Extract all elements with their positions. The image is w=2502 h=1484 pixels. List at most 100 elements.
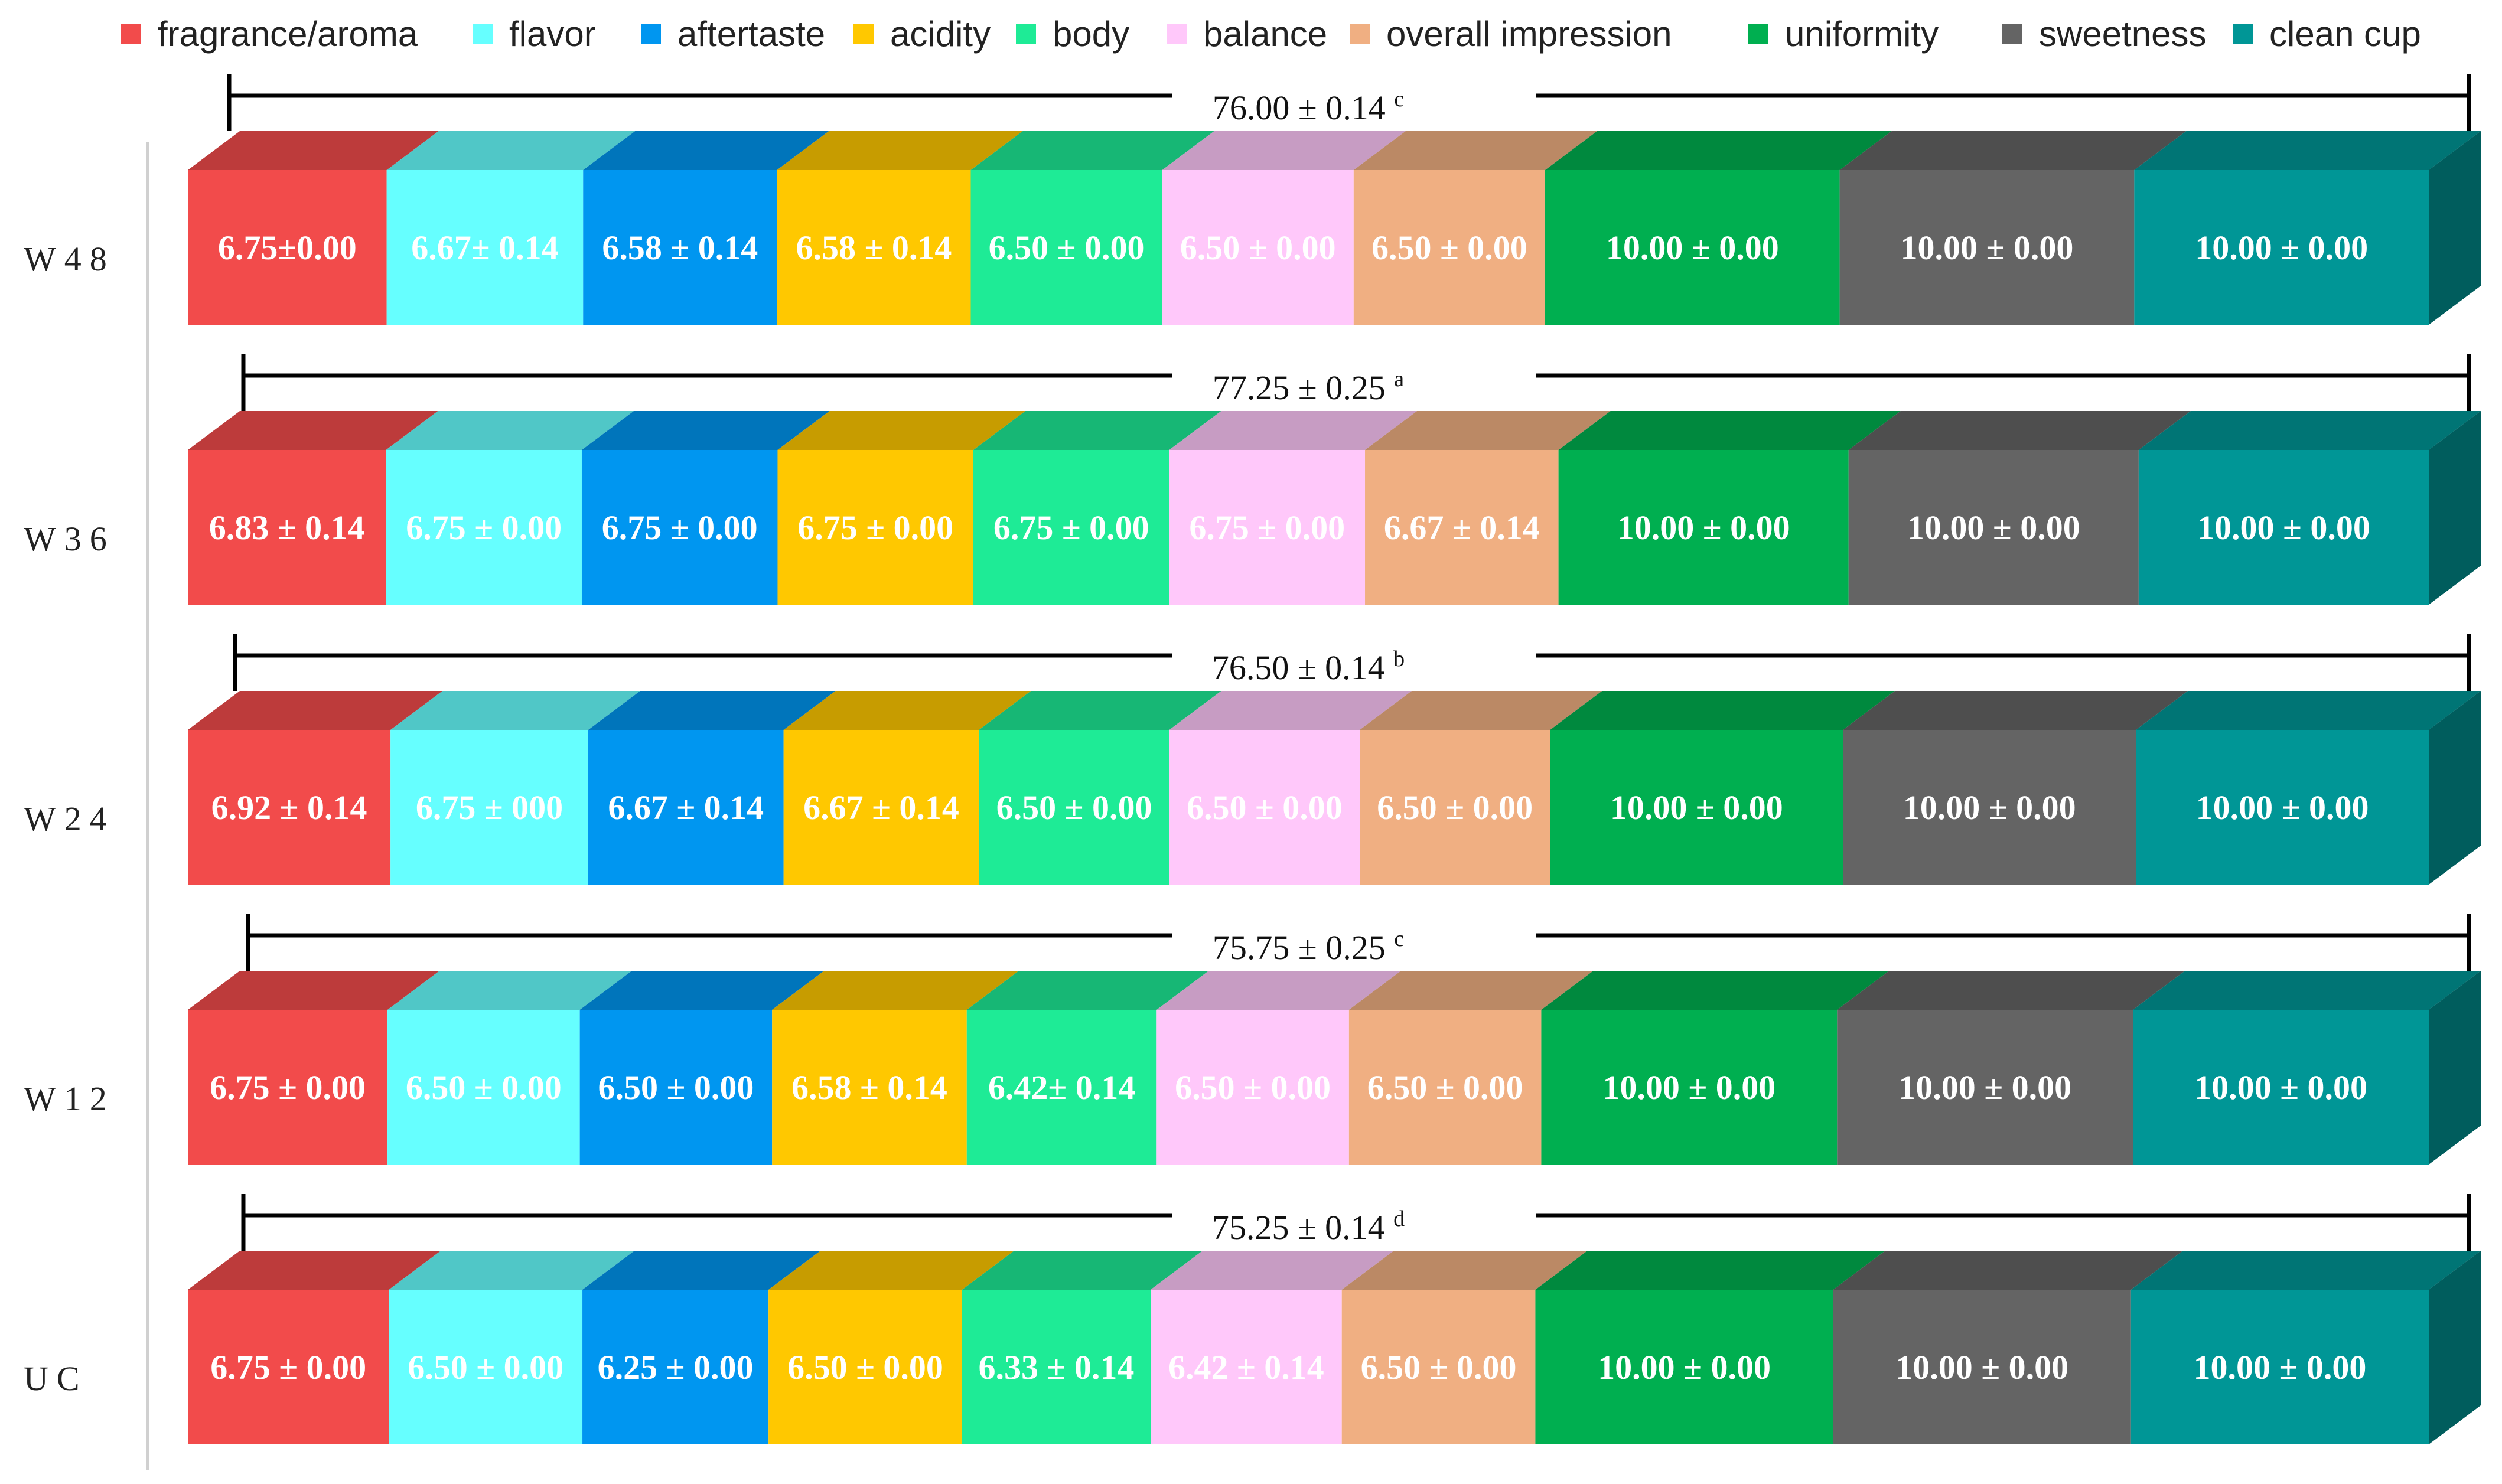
bar-segment-sweetness: 10.00 ± 0.00 — [1833, 1251, 2183, 1444]
bar-top-face — [1545, 131, 1892, 170]
bar-top-face — [581, 411, 830, 450]
total-score-label: 76.00 ± 0.14 c — [1213, 87, 1404, 127]
bar-top-face — [1558, 411, 1901, 450]
bar-front-face — [783, 730, 979, 885]
bar-segment-flavor: 6.75 ± 0.00 — [386, 411, 634, 605]
value-label: 6.83 ± 0.14 — [209, 508, 365, 547]
bar-front-face — [188, 1290, 389, 1444]
bar-segment-clean-cup: 10.00 ± 0.00 — [2130, 1251, 2481, 1444]
bar-segment-uniformity: 10.00 ± 0.00 — [1541, 971, 1889, 1165]
bar-top-face — [588, 691, 836, 730]
bar-segment-aftertaste: 6.75 ± 0.00 — [581, 411, 830, 605]
significance-letter: a — [1394, 367, 1404, 392]
legend-swatch-uniformity — [1748, 24, 1768, 44]
value-label: 6.58 ± 0.14 — [791, 1068, 947, 1107]
total-score-label: 76.50 ± 0.14 b — [1212, 647, 1405, 687]
value-label: 6.50 ± 0.00 — [787, 1348, 943, 1387]
bar-front-face — [1348, 1010, 1542, 1165]
bar-front-face — [1550, 730, 1843, 885]
bar-front-face — [390, 730, 588, 885]
total-score-label: 77.25 ± 0.25 a — [1213, 367, 1404, 407]
value-label: 6.33 ± 0.14 — [979, 1348, 1135, 1387]
value-label: 10.00 ± 0.00 — [1895, 1348, 2068, 1387]
bar-segment-balance: 6.75 ± 0.00 — [1169, 411, 1418, 605]
bar-side-face — [2429, 131, 2481, 325]
value-label: 6.58 ± 0.14 — [602, 229, 758, 267]
bar-front-face — [970, 170, 1162, 325]
bar-segment-balance: 6.50 ± 0.00 — [1156, 971, 1401, 1165]
bar-segment-sweetness: 10.00 ± 0.00 — [1839, 131, 2187, 325]
value-label: 6.67± 0.14 — [411, 229, 558, 267]
bar-segment-aftertaste: 6.25 ± 0.00 — [582, 1251, 821, 1444]
legend-label-fragrance-aroma: fragrance/aroma — [158, 14, 418, 54]
legend-label-sweetness: sweetness — [2039, 14, 2206, 54]
bar-side-face — [2429, 411, 2481, 605]
bar-segment-clean-cup: 10.00 ± 0.00 — [2134, 131, 2481, 325]
legend-swatch-balance — [1167, 24, 1187, 44]
bar-front-face — [1156, 1010, 1349, 1165]
bar-front-face — [973, 450, 1169, 605]
value-label: 10.00 ± 0.00 — [1898, 1068, 2071, 1107]
value-label: 10.00 ± 0.00 — [2193, 1348, 2366, 1387]
bar-top-face — [2130, 1251, 2481, 1290]
bar-front-face — [777, 450, 973, 605]
bar-top-face — [1348, 971, 1594, 1010]
row-w12: W12 6.75 ± 0.00 6.50 ± 0.00 6.50 ± 0.00 6.58… — [24, 914, 2481, 1165]
row-w48: W48 6.75±0.00 6.67± 0.14 6.58 ± 0.14 6.58 ± … — [24, 74, 2481, 325]
value-label: 10.00 ± 0.00 — [1610, 788, 1783, 827]
bar-top-face — [2134, 131, 2481, 170]
bar-front-face — [2134, 170, 2429, 325]
bar-top-face — [582, 1251, 821, 1290]
bar-segment-fragrance-aroma: 6.75 ± 0.00 — [188, 971, 440, 1165]
bar-front-face — [1169, 730, 1360, 885]
legend-label-overall-impression: overall impression — [1386, 14, 1672, 54]
legend-swatch-fragrance-aroma — [121, 24, 141, 44]
significance-letter: d — [1393, 1206, 1405, 1231]
bar-front-face — [389, 1290, 583, 1444]
bar-front-face — [1535, 1290, 1833, 1444]
bar-top-face — [772, 971, 1019, 1010]
value-label: 6.67 ± 0.14 — [1384, 508, 1540, 547]
bar-segment-overall-impression: 6.50 ± 0.00 — [1360, 691, 1602, 885]
bar-segment-sweetness: 10.00 ± 0.00 — [1848, 411, 2191, 605]
bar-segment-fragrance-aroma: 6.92 ± 0.14 — [188, 691, 443, 885]
bar-segment-aftertaste: 6.58 ± 0.14 — [583, 131, 829, 325]
bar-top-face — [1541, 971, 1889, 1010]
row-label: W12 — [24, 1079, 115, 1118]
bar-top-face — [1550, 691, 1895, 730]
value-label: 6.75 ± 0.00 — [797, 508, 953, 547]
value-label: 6.50 ± 0.00 — [1371, 229, 1527, 267]
total-bracket: 77.25 ± 0.25 a — [241, 354, 2471, 411]
bar-front-face — [1833, 1290, 2131, 1444]
value-label: 6.67 ± 0.14 — [608, 788, 764, 827]
bar-segment-body: 6.33 ± 0.14 — [962, 1251, 1203, 1444]
bar-front-face — [1353, 170, 1545, 325]
bar-top-face — [973, 411, 1221, 450]
value-label: 6.50 ± 0.00 — [1187, 788, 1343, 827]
bar-front-face — [962, 1290, 1151, 1444]
bar-segment-body: 6.50 ± 0.00 — [970, 131, 1214, 325]
bar-front-face — [979, 730, 1169, 885]
legend-label-acidity: acidity — [890, 14, 991, 54]
bar-front-face — [1341, 1290, 1536, 1444]
bar-top-face — [1535, 1251, 1885, 1290]
chart-rows: W48 6.75±0.00 6.67± 0.14 6.58 ± 0.14 6.58 ± … — [24, 74, 2481, 1444]
value-label: 10.00 ± 0.00 — [2197, 508, 2370, 547]
bar-top-face — [1843, 691, 2188, 730]
value-label: 6.75 ± 000 — [416, 788, 563, 827]
bar-front-face — [588, 730, 784, 885]
bar-front-face — [1837, 1010, 2133, 1165]
bar-segment-balance: 6.42 ± 0.14 — [1151, 1251, 1394, 1444]
bar-segment-body: 6.50 ± 0.00 — [979, 691, 1221, 885]
legend-label-body: body — [1053, 14, 1129, 54]
legend-swatch-sweetness — [2002, 24, 2022, 44]
bar-segment-uniformity: 10.00 ± 0.00 — [1535, 1251, 1885, 1444]
bar-top-face — [1162, 131, 1406, 170]
legend-label-uniformity: uniformity — [1785, 14, 1939, 54]
bar-front-face — [768, 1290, 962, 1444]
bar-front-face — [772, 1010, 967, 1165]
bar-front-face — [188, 170, 387, 325]
value-label: 6.58 ± 0.14 — [796, 229, 952, 267]
bar-top-face — [1837, 971, 2185, 1010]
